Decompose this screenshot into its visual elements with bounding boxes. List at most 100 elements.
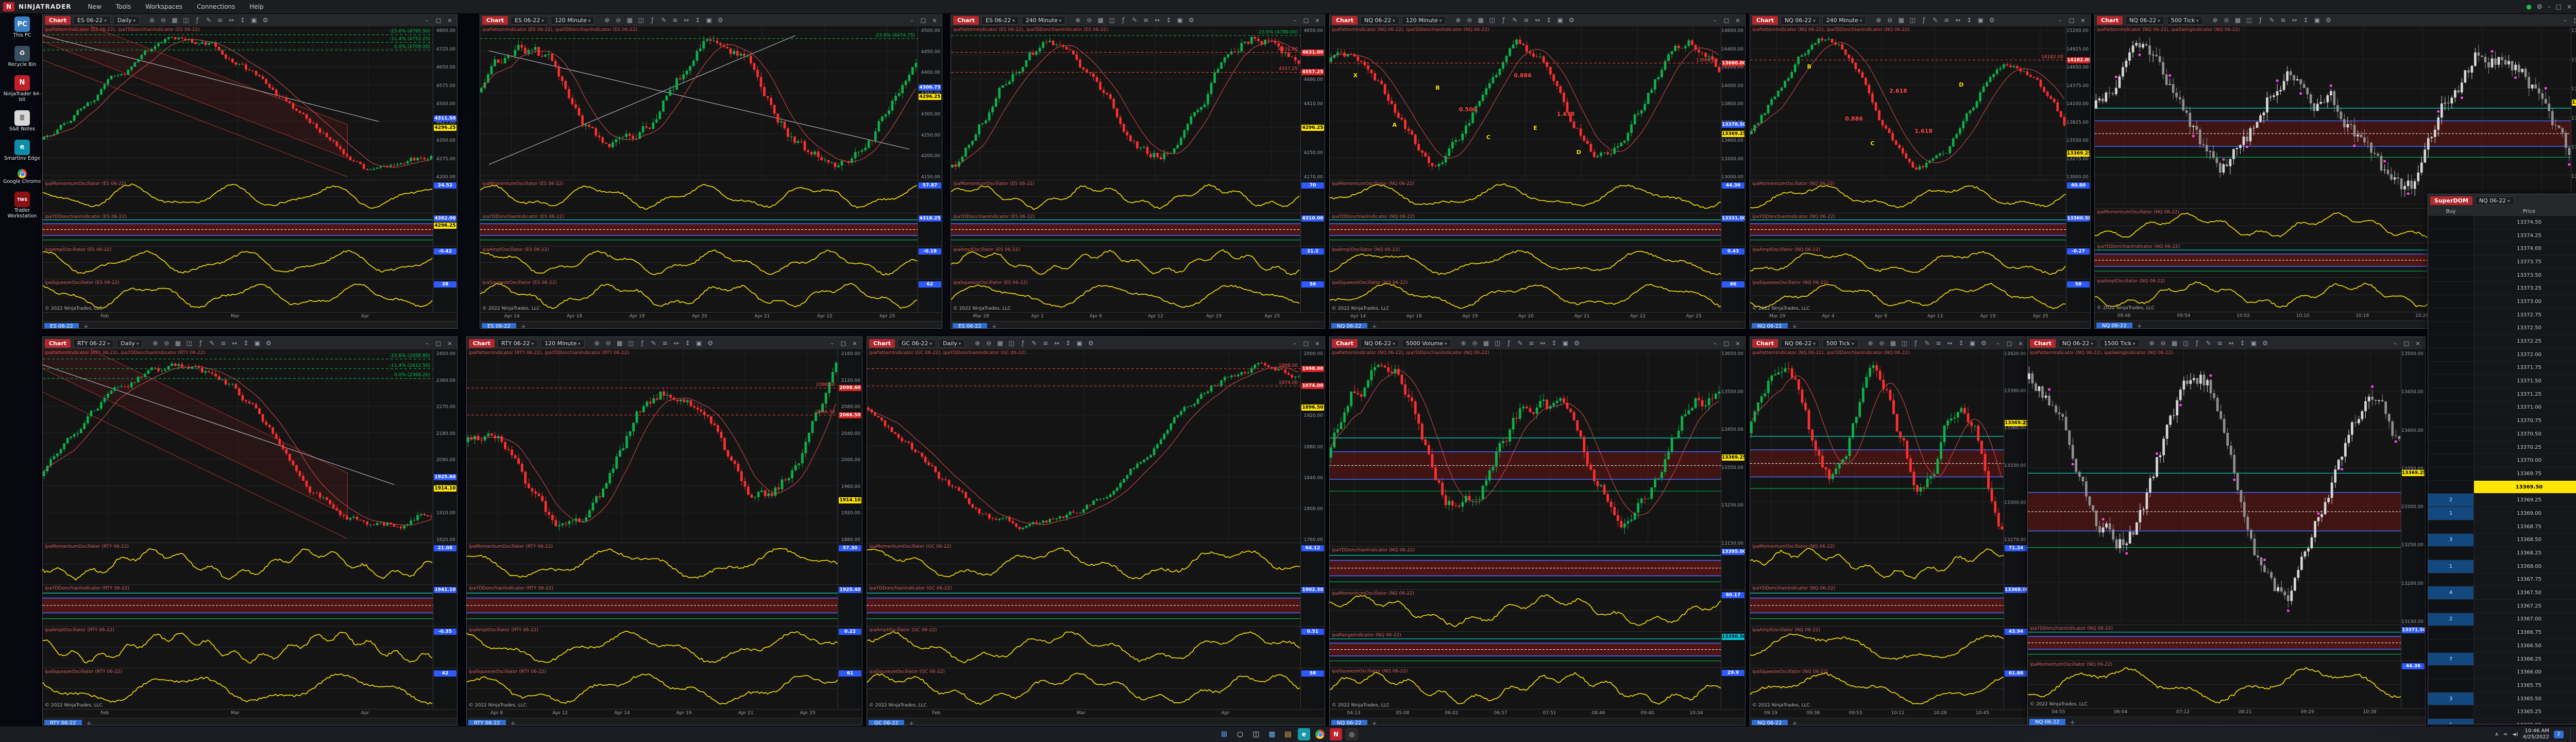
instrument-selector[interactable]: GC 06-22 ▾ <box>897 339 937 348</box>
price-panel[interactable]: ipaPatternIndicator (NQ 06-22), ipaSwing… <box>2095 26 2576 208</box>
price-axis[interactable]: 66 <box>1721 279 1745 312</box>
interval-selector[interactable]: Daily ▾ <box>113 15 140 25</box>
indicator-plot[interactable]: ipaSqueezeOscillator (ES 06-22) © 2022 Ni… <box>43 279 433 312</box>
menubar-close-button[interactable]: × <box>2566 3 2572 10</box>
price-axis[interactable]: 60.17 <box>1721 590 1745 631</box>
price-ladder-row[interactable]: 13372.754 <box>2428 308 2576 322</box>
indicator-plot[interactable]: ipaAmplOscillator (ES 06-22) <box>951 246 1301 279</box>
instrument-selector[interactable]: NQ 06-22 ▾ <box>2058 339 2097 348</box>
drawing-tools-icon[interactable]: ✎ <box>209 340 215 347</box>
snapshot-icon[interactable]: ▣ <box>251 16 257 24</box>
zoom-in-icon[interactable]: ⊕ <box>1876 16 1882 24</box>
chart-style-icon[interactable]: ▦ <box>1097 16 1104 24</box>
indicators-icon[interactable]: ƒ <box>1923 16 1925 24</box>
price-axis[interactable]: 4310.00 <box>1300 213 1325 246</box>
zoom-in-icon[interactable]: ⊕ <box>149 16 155 24</box>
price-ladder-row[interactable]: 13370.50 <box>2428 428 2576 441</box>
price-ladder-row[interactable]: 13366.75 <box>2428 626 2576 639</box>
close-button[interactable]: × <box>447 16 452 24</box>
snapshot-icon[interactable]: ▣ <box>1177 16 1183 24</box>
indicator-panel[interactable]: ipaSqueezeOscillator (NQ 06-22) © 2022 Ni… <box>1750 668 2028 709</box>
indicator-plot[interactable]: ipaYDDonchianIndicator (NQ 06-22) <box>2028 625 2401 661</box>
indicator-panel[interactable]: ipaMomentumOscillator (ES 06-22) 57.87 <box>480 180 942 213</box>
price-axis[interactable]: 4800.00 4725.00 4650.00 4575.00 4500.00 4425.… <box>433 26 457 180</box>
bid-size-cell[interactable] <box>2428 428 2473 441</box>
superdom-instrument-selector[interactable]: NQ 06-22 ▾ <box>2475 196 2514 205</box>
snapshot-icon[interactable]: ▣ <box>1562 340 1569 347</box>
chart-tab[interactable]: NQ 06-22 <box>1752 323 1788 328</box>
properties-icon[interactable]: ⚙ <box>1088 340 1094 347</box>
price-plot[interactable]: ipaPatternIndicator (NQ 06-22), ipaYDDon… <box>1330 26 1721 180</box>
price-axis[interactable]: 13420.00 13390.00 13360.00 13330.00 13300.00… <box>2004 349 2028 543</box>
panels-icon[interactable]: ◫ <box>1489 16 1495 24</box>
edge-button[interactable]: e <box>1298 728 1310 740</box>
price-axis[interactable]: 71.24 <box>2004 543 2028 584</box>
zoom-out-icon[interactable]: ⊖ <box>164 340 170 347</box>
drawing-tools-icon[interactable]: ✎ <box>1933 16 1938 24</box>
indicator-plot[interactable]: ipaSqueezeOscillator (NQ 06-22) © 2022 Ni… <box>1750 668 2004 709</box>
indicator-plot[interactable]: ipaMomentumOscillator (NQ 06-22) <box>1750 543 2004 584</box>
desktop-icon-doc[interactable]: ≣ S&E Notes <box>2 110 42 132</box>
price-axis[interactable]: 56 <box>1300 279 1325 312</box>
instrument-selector[interactable]: NQ 06-22 ▾ <box>2125 15 2164 25</box>
panels-icon[interactable]: ◫ <box>2182 340 2189 347</box>
indicator-panel[interactable]: ipaAmplOscillator (ES 06-22) 21.2 <box>951 246 1325 279</box>
price-ladder-row[interactable]: 13374.00 <box>2428 242 2576 256</box>
indicator-panel[interactable]: ipaYDDonchianIndicator (ES 06-22) 4362.00… <box>43 213 457 246</box>
zoom-in-icon[interactable]: ⊕ <box>1075 16 1081 24</box>
vertical-scale-icon[interactable]: ↕ <box>243 340 249 347</box>
indicator-plot[interactable]: ipaMomentumOscillator (NQ 06-22) <box>1330 590 1721 631</box>
ninjatrader-button[interactable]: N <box>1330 728 1342 740</box>
interval-selector[interactable]: 500 Tick ▾ <box>1822 339 1858 348</box>
bid-size-cell[interactable]: 1 <box>2428 719 2473 724</box>
interval-selector[interactable]: Daily ▾ <box>116 339 143 348</box>
indicator-plot[interactable]: ipaMomentumOscillator (NQ 06-22) © 2022 N… <box>2028 661 2401 708</box>
price-axis[interactable]: 24.52 <box>433 180 457 213</box>
maximize-button[interactable]: □ <box>435 340 442 347</box>
price-ladder-row[interactable]: 13370.752 <box>2428 414 2576 428</box>
maximize-button[interactable]: □ <box>2006 340 2012 347</box>
price-axis[interactable]: 58 <box>2066 279 2090 312</box>
settings-icon[interactable]: ⚙ <box>2536 3 2543 10</box>
price-axis[interactable]: -0.42 <box>433 246 457 279</box>
maximize-button[interactable]: □ <box>2571 17 2576 24</box>
bid-size-cell[interactable]: 4 <box>2428 586 2473 599</box>
menu-tools[interactable]: Tools <box>115 3 131 10</box>
bid-size-cell[interactable] <box>2428 574 2473 586</box>
price-axis[interactable]: 15200.00 14925.00 14650.00 14375.00 14100.00… <box>2066 26 2090 180</box>
bid-size-cell[interactable] <box>2428 705 2473 718</box>
interval-selector[interactable]: 240 Minute ▾ <box>1822 15 1867 25</box>
bid-size-cell[interactable] <box>2428 242 2473 255</box>
minimize-button[interactable]: – <box>1293 340 1296 347</box>
price-axis[interactable]: 70 <box>1300 180 1325 213</box>
indicator-panel[interactable]: ipaAmplOscillator (NQ 06-22) 43.94 <box>1750 626 2028 668</box>
data-series-icon[interactable]: ≡ <box>1523 16 1529 24</box>
time-axis[interactable]: 04:55 06:04 07:12 08:21 09:29 10:38 <box>2028 708 2425 717</box>
price-plot[interactable]: ipaPatternIndicator (NQ 06-22), ipaYDDon… <box>1330 349 1721 546</box>
indicators-icon[interactable]: ƒ <box>1507 340 1510 347</box>
price-axis[interactable]: 13650.00 13550.00 13450.00 13350.00 13250.00… <box>1721 349 1745 546</box>
horizontal-scale-icon[interactable]: ↔ <box>673 340 679 347</box>
zoom-out-icon[interactable]: ⊖ <box>1879 340 1885 347</box>
minimize-button[interactable]: – <box>2059 16 2062 24</box>
vertical-scale-icon[interactable]: ↕ <box>1065 340 1071 347</box>
properties-icon[interactable]: ⚙ <box>1574 340 1580 347</box>
indicator-plot[interactable]: ipaSqueezeOscillator (NQ 06-22) © 2022 Ni… <box>1330 668 1721 709</box>
price-ladder-row[interactable]: 13372.002 <box>2428 348 2576 362</box>
price-axis[interactable]: 1902.30 <box>1300 585 1325 626</box>
data-series-icon[interactable]: ≡ <box>1043 340 1048 347</box>
close-button[interactable]: × <box>932 16 937 24</box>
close-button[interactable]: × <box>852 340 857 347</box>
price-plot[interactable]: ipaPatternIndicator (NQ 06-22), ipaYDDon… <box>1750 349 2004 543</box>
bid-size-cell[interactable] <box>2428 335 2473 348</box>
price-axis[interactable]: 4500.00 4450.00 4400.00 4350.00 4300.00 4250.… <box>918 26 942 180</box>
price-ladder-row[interactable]: 13369.50 <box>2428 480 2576 494</box>
zoom-out-icon[interactable]: ⊖ <box>2160 340 2166 347</box>
price-axis[interactable]: 13500.00 13450.00 13400.00 13350.00 13300.00… <box>2401 349 2425 625</box>
indicator-panel[interactable]: ipaAmplOscillator (ES 06-22) -0.42 <box>43 246 457 279</box>
indicator-panel[interactable]: ipaYDDonchianIndicator (NQ 06-22) 13331.0… <box>1330 213 1745 246</box>
minimize-button[interactable]: – <box>2564 16 2567 24</box>
bid-size-cell[interactable] <box>2428 520 2473 533</box>
indicator-plot[interactable]: ipaAmplOscillator (RTY 06-22) <box>43 627 433 668</box>
search-button[interactable]: ○ <box>1236 730 1244 738</box>
